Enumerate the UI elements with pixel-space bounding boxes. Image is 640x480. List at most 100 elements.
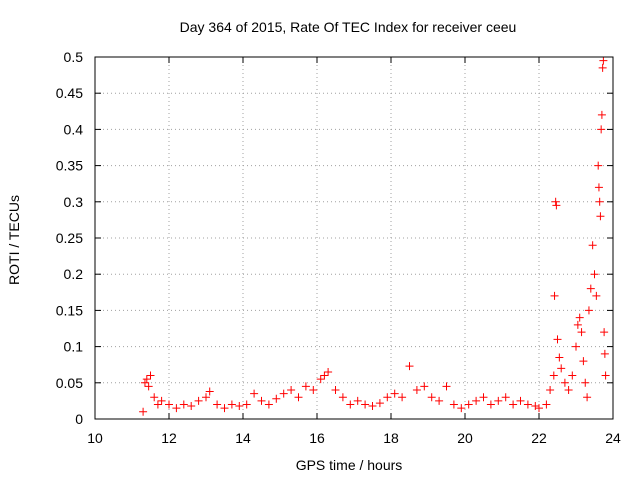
y-tick-label: 0.3 (64, 194, 84, 210)
x-axis-title: GPS time / hours (296, 457, 403, 473)
data-point (494, 396, 503, 405)
data-point (523, 400, 532, 409)
y-tick-label: 0.15 (56, 302, 83, 318)
data-point (550, 291, 559, 300)
x-tick-label: 14 (235, 430, 251, 446)
data-point (584, 306, 593, 315)
data-point (601, 371, 610, 380)
data-point (331, 386, 340, 395)
data-point (586, 284, 595, 293)
data-point (309, 386, 318, 395)
data-point (235, 401, 244, 410)
data-point (596, 212, 605, 221)
data-point (194, 396, 203, 405)
data-point (390, 389, 399, 398)
data-point (172, 404, 181, 413)
data-point (361, 400, 370, 409)
data-point (597, 110, 606, 119)
data-point (535, 404, 543, 413)
data-point (531, 401, 540, 410)
data-point (202, 393, 210, 402)
y-tick-label: 0.05 (56, 375, 83, 391)
data-point (220, 404, 229, 413)
data-point (592, 291, 601, 300)
data-point (542, 400, 551, 409)
data-point (412, 386, 421, 395)
data-point (479, 393, 488, 402)
data-point (552, 201, 561, 210)
data-point (142, 375, 151, 384)
data-point (346, 400, 355, 409)
data-point (140, 378, 149, 387)
data-point (383, 393, 392, 402)
data-point (600, 349, 609, 358)
data-point (242, 400, 251, 409)
data-point (264, 400, 273, 409)
data-point (557, 364, 566, 373)
data-point (560, 378, 569, 387)
data-point (486, 400, 495, 409)
data-point (375, 399, 384, 408)
data-point (165, 400, 173, 409)
data-point (516, 396, 525, 405)
data-point (435, 396, 444, 405)
data-point (153, 400, 162, 409)
data-point (464, 400, 473, 409)
data-point (179, 400, 188, 409)
data-point (579, 357, 588, 366)
y-tick-label: 0.35 (56, 158, 83, 174)
y-tick-label: 0.1 (64, 339, 84, 355)
grid-lines (95, 57, 613, 419)
data-point (509, 400, 518, 409)
data-point (320, 371, 329, 380)
data-point (157, 396, 166, 405)
data-point (257, 396, 266, 405)
data-point (272, 394, 281, 403)
data-point (572, 342, 580, 351)
data-point (549, 371, 558, 380)
y-axis-title: ROTI / TECUs (6, 195, 22, 285)
y-tick-label: 0.45 (56, 85, 83, 101)
data-point (420, 382, 429, 391)
data-point (594, 161, 603, 170)
y-tick-label: 0.25 (56, 230, 83, 246)
y-tick-labels: 0 0.05 0.1 0.15 0.2 0.25 0.3 0.35 0.4 0.45 0.5 (56, 49, 83, 427)
data-point (449, 400, 458, 409)
data-point (338, 393, 347, 402)
data-point (146, 371, 155, 380)
data-point (472, 396, 481, 405)
data-point (595, 197, 604, 206)
data-point (316, 375, 325, 384)
data-point (187, 401, 196, 410)
data-point (353, 396, 362, 405)
data-point (555, 353, 564, 362)
data-point (583, 393, 592, 402)
data-point (564, 386, 573, 395)
data-point (250, 389, 259, 398)
data-point (573, 320, 582, 329)
y-tick-label: 0 (75, 411, 83, 427)
data-point (501, 393, 510, 402)
data-point (553, 335, 562, 344)
data-point (457, 404, 466, 413)
data-point (575, 313, 584, 322)
data-point (139, 407, 148, 416)
data-point (427, 393, 436, 402)
data-point (599, 56, 608, 65)
data-point (588, 241, 597, 250)
x-tick-label: 24 (605, 430, 621, 446)
data-point (324, 367, 333, 376)
data-point (279, 389, 288, 398)
data-point (546, 386, 555, 395)
data-point (398, 393, 407, 402)
data-point (287, 386, 296, 395)
data-point (294, 393, 303, 402)
x-tick-label: 18 (383, 430, 399, 446)
x-tick-label: 22 (531, 430, 547, 446)
data-point (213, 400, 222, 409)
x-tick-label: 10 (87, 430, 103, 446)
data-point (442, 382, 451, 391)
data-point (227, 400, 236, 409)
data-point (301, 382, 310, 391)
